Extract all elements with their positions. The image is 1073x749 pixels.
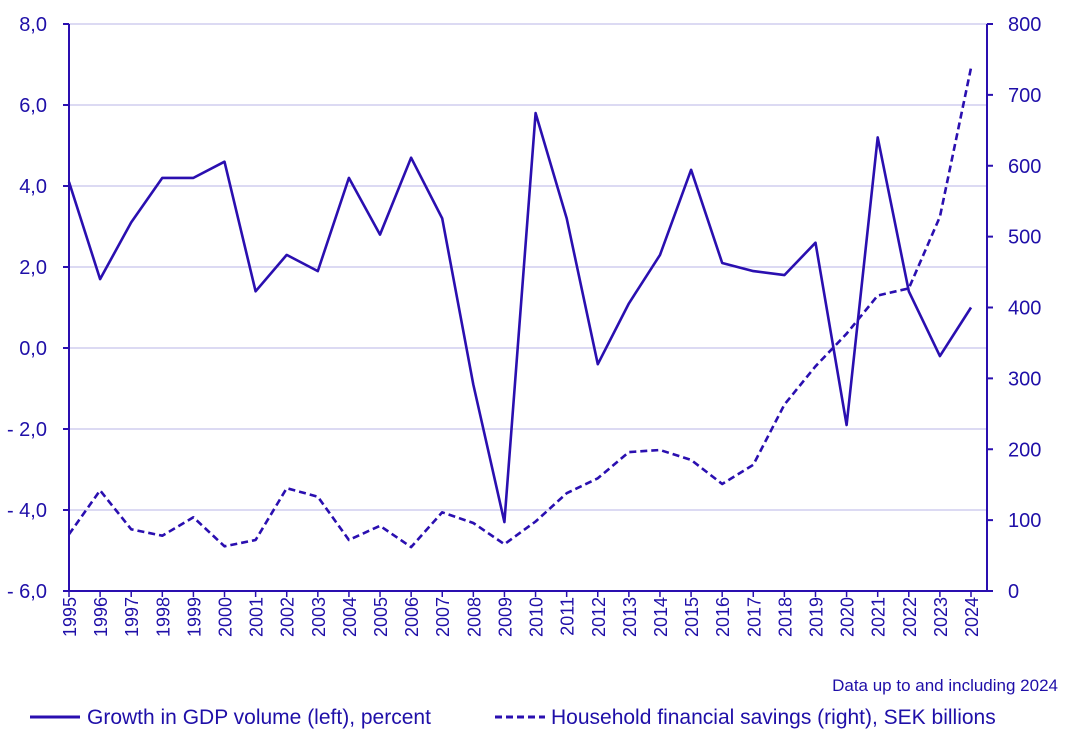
left-tick-label: - 4,0 [7,500,47,522]
x-tick-label: 2005 [371,597,391,637]
series-line-household-savings [67,67,973,549]
x-tick-label: 2002 [278,597,298,637]
x-tick-label: 2007 [433,597,453,637]
left-tick-label: - 6,0 [7,581,47,603]
x-tick-label: 2022 [900,597,920,637]
legend-label-savings: Household financial savings (right), SEK… [551,706,996,729]
x-tick-label: 2000 [216,597,236,637]
left-axis-ticks: 8,0 6,0 4,0 2,0 0,0 - 2,0 - 4,0 - 6,0 [7,14,69,603]
right-tick-label: 800 [1008,14,1041,36]
right-tick-label: 400 [1008,298,1041,320]
x-tick-label: 2011 [558,597,578,636]
right-tick-label: 600 [1008,156,1041,178]
x-tick-label: 2021 [869,597,889,637]
x-tick-label: 2003 [309,597,329,637]
legend: Growth in GDP volume (left), percent Hou… [30,706,996,729]
right-tick-label: 200 [1008,439,1041,461]
x-tick-label: 1998 [153,597,173,637]
right-tick-label: 700 [1008,85,1041,107]
x-tick-label: 2018 [775,597,795,637]
x-tick-label: 2024 [962,597,982,637]
x-tick-label: 2015 [682,597,702,637]
x-tick-label: 2023 [931,597,951,637]
x-tick-label: 2004 [340,597,360,637]
x-tick-label: 2020 [838,597,858,637]
legend-label-gdp: Growth in GDP volume (left), percent [87,706,431,729]
right-tick-label: 500 [1008,227,1041,249]
left-tick-label: 8,0 [19,14,47,36]
x-tick-label: 2014 [651,597,671,637]
x-tick-label: 2008 [464,597,484,637]
x-tick-label: 2006 [402,597,422,637]
x-tick-label: 2016 [713,597,733,637]
x-tick-label: 2009 [495,597,515,637]
x-tick-label: 1996 [91,597,111,637]
x-tick-label: 1999 [184,597,204,637]
x-tick-label: 2012 [589,597,609,637]
series-lines [67,67,973,549]
left-tick-label: 6,0 [19,95,47,117]
left-tick-label: - 2,0 [7,419,47,441]
left-tick-label: 2,0 [19,257,47,279]
left-tick-label: 0,0 [19,338,47,360]
right-tick-label: 0 [1008,581,1019,603]
left-tick-label: 4,0 [19,176,47,198]
x-tick-label: 1995 [60,597,80,637]
x-tick-label: 2010 [527,597,547,637]
right-tick-label: 100 [1008,510,1041,532]
x-tick-label: 2017 [744,597,764,637]
right-tick-label: 300 [1008,368,1041,390]
x-tick-label: 2019 [806,597,826,637]
grid-lines [69,23,987,511]
x-tick-label: 2001 [247,597,267,637]
right-axis-ticks: 800 700 600 500 400 300 200 100 0 [987,14,1041,603]
data-note: Data up to and including 2024 [832,676,1058,695]
series-line-gdp-growth [67,111,973,524]
x-tick-label: 1997 [122,597,142,637]
x-tick-label: 2013 [620,597,640,637]
x-axis-ticks: 1995 1996 1997 1998 1999 2000 2001 2002 2003 2004… [60,591,982,637]
